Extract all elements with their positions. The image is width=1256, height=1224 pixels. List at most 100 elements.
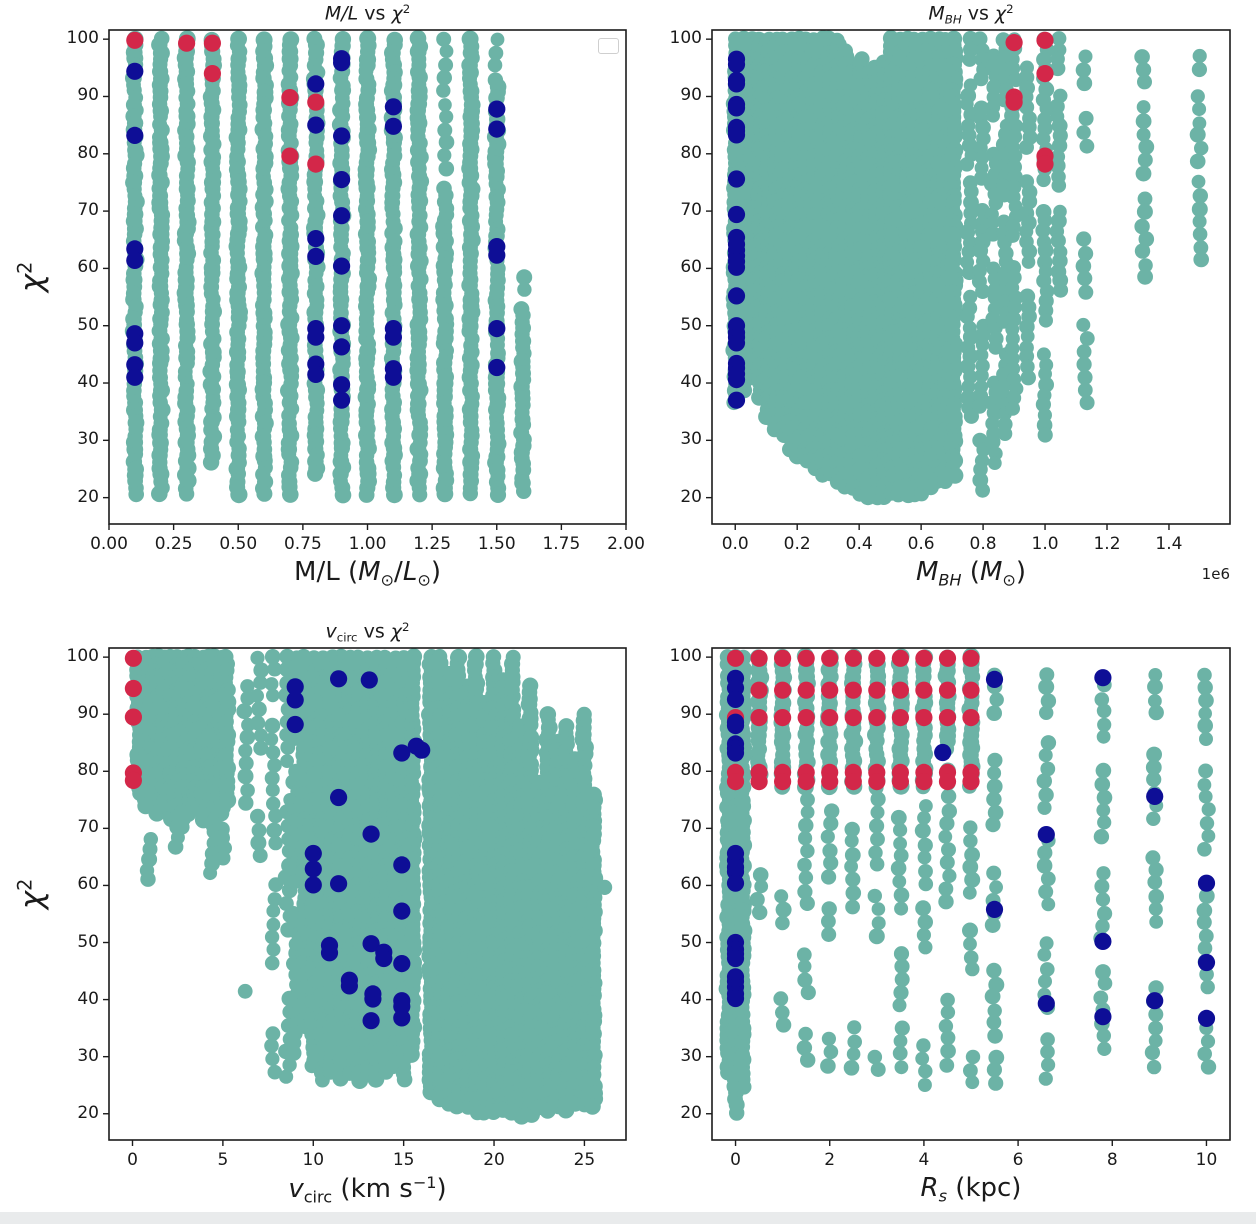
highlight-point-red	[938, 649, 957, 667]
highlight-point-navy	[362, 825, 380, 843]
y-tick-label: 90	[77, 703, 99, 724]
plot-title: vcirc vs χ2	[325, 621, 409, 645]
teal-points-layer	[725, 30, 1209, 506]
highlight-point-red	[797, 709, 815, 727]
label-part: ⊙	[417, 570, 431, 590]
x-tick-label: 5	[217, 1150, 229, 1170]
teal-points-layer	[129, 648, 613, 1125]
highlight-point-navy	[727, 205, 746, 224]
y-tick-label: 100	[66, 646, 99, 667]
x-tick-label: 1.25	[413, 534, 452, 554]
highlight-point-red	[774, 709, 792, 727]
y-tick-label: 70	[680, 200, 702, 221]
highlight-point-navy	[727, 334, 746, 352]
highlight-point-red	[126, 31, 144, 49]
label-part: ⊙	[380, 570, 395, 590]
highlight-point-red	[868, 681, 886, 699]
label-part: M	[915, 557, 939, 587]
highlight-point-navy	[727, 371, 746, 389]
label-part: /	[394, 557, 403, 587]
label-part: (kpc)	[947, 1173, 1022, 1203]
highlight-point-red	[774, 681, 792, 699]
highlight-point-navy	[726, 989, 745, 1008]
highlight-point-navy	[488, 120, 506, 138]
navy-points-layer	[126, 50, 506, 409]
x-axis-label: Rs (kpc)	[921, 1174, 1022, 1205]
highlight-point-navy	[985, 670, 1004, 689]
highlight-point-navy	[126, 356, 144, 374]
red-points-layer	[126, 31, 325, 173]
highlight-point-red	[821, 709, 839, 727]
highlight-point-red	[750, 773, 768, 791]
y-tick-label: 60	[680, 874, 702, 895]
label-part: 2	[13, 878, 37, 891]
highlight-point-navy	[393, 744, 411, 762]
legend-box-empty	[598, 38, 619, 54]
label-part: v	[325, 620, 337, 643]
highlight-point-navy	[1094, 669, 1112, 687]
y-tick-label: 70	[77, 817, 99, 838]
y-axis-label: χ2	[14, 262, 51, 293]
highlight-point-navy	[1094, 932, 1112, 951]
navy-points-layer	[727, 50, 746, 409]
highlight-point-red	[124, 649, 142, 667]
highlight-point-red	[821, 681, 839, 699]
highlight-point-red	[1005, 93, 1023, 111]
highlight-point-red	[868, 709, 886, 727]
label-part: )	[1015, 557, 1027, 587]
label-part: 2	[402, 620, 410, 634]
x-tick-label: 8	[1106, 1150, 1118, 1170]
highlight-point-navy	[320, 944, 339, 962]
highlight-point-red	[844, 773, 862, 791]
highlight-point-navy	[126, 251, 144, 269]
x-tick-label: 0	[127, 1150, 138, 1170]
highlight-point-navy	[286, 678, 304, 696]
y-tick-label: 60	[77, 257, 99, 278]
y-tick-label: 80	[680, 142, 702, 163]
highlight-point-red	[774, 649, 792, 667]
highlight-point-navy	[126, 126, 144, 144]
subplot-rs	[706, 647, 1231, 1146]
highlight-point-navy	[362, 935, 380, 953]
highlight-point-red	[1005, 34, 1023, 52]
label-part: χ	[390, 620, 403, 643]
highlight-point-red	[844, 681, 862, 699]
x-tick-label: 1.0	[1031, 534, 1059, 554]
highlight-point-red	[891, 649, 910, 667]
highlight-point-navy	[286, 691, 304, 709]
label-part: vs	[358, 2, 392, 25]
label-part: M	[928, 2, 945, 25]
y-tick-label: 100	[669, 28, 702, 49]
highlight-point-red	[915, 709, 933, 727]
label-part: M	[358, 557, 381, 587]
highlight-point-navy	[330, 875, 348, 893]
subplot-mbh	[706, 29, 1231, 530]
label-part: v	[288, 1173, 304, 1204]
label-part: χ	[14, 273, 51, 293]
red-points-layer	[1005, 31, 1054, 173]
x-tick-label: 0.6	[907, 534, 935, 554]
highlight-point-red	[938, 773, 957, 791]
highlight-point-navy	[727, 99, 746, 117]
highlight-point-navy	[384, 368, 402, 386]
red-points-layer	[726, 649, 980, 791]
label-part: 2	[1006, 2, 1014, 16]
highlight-point-navy	[307, 116, 325, 134]
highlight-point-navy	[727, 287, 746, 305]
highlight-point-navy	[727, 126, 746, 144]
highlight-point-navy	[934, 743, 952, 762]
highlight-point-navy	[126, 62, 144, 80]
highlight-point-navy	[304, 860, 322, 878]
highlight-point-navy	[304, 876, 322, 894]
highlight-point-navy	[333, 338, 351, 356]
axis-ticks	[103, 38, 627, 530]
x-tick-label: 1.00	[348, 534, 387, 554]
highlight-point-navy	[333, 317, 351, 335]
x-tick-label: 0.8	[969, 534, 997, 554]
highlight-point-navy	[985, 900, 1004, 919]
y-tick-label: 50	[77, 314, 99, 335]
highlight-point-navy	[307, 365, 325, 383]
highlight-point-red	[938, 681, 957, 699]
y-tick-label: 20	[680, 486, 702, 507]
x-tick-label: 1.4	[1155, 534, 1183, 554]
